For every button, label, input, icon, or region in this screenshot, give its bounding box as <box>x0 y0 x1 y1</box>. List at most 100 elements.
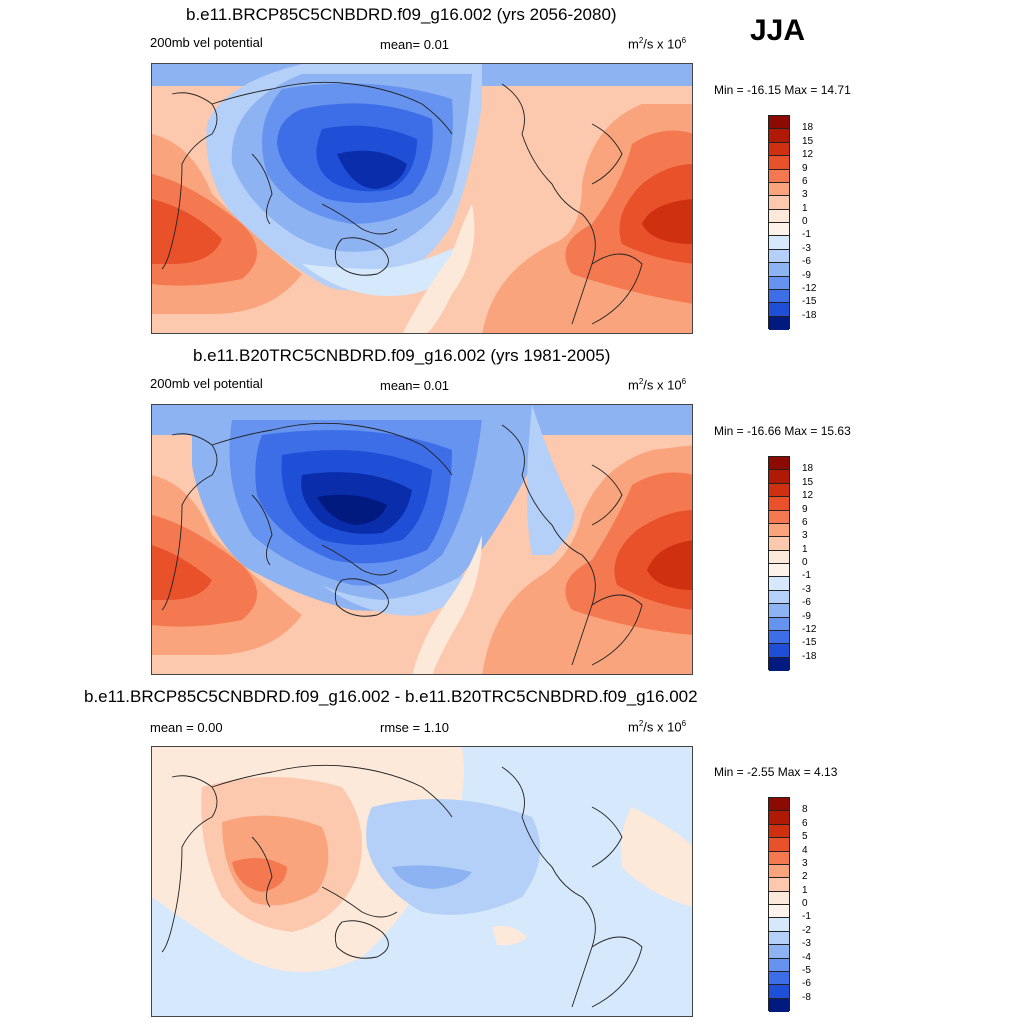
colorbar-tick-label: 3 <box>802 530 808 542</box>
panel-3-minmax-label: Min = -2.55 Max = 4.13 <box>714 765 838 779</box>
colorbar-swatch <box>769 878 789 892</box>
colorbar-tick-label: 1 <box>802 884 808 896</box>
colorbar-swatch <box>769 931 789 946</box>
colorbar-swatch <box>769 523 789 538</box>
panel-3-units-label: m2/s x 106 <box>628 719 687 735</box>
colorbar-tick-label: -6 <box>802 256 811 268</box>
colorbar-swatch <box>769 169 789 183</box>
colorbar-tick-label: 12 <box>802 149 814 161</box>
colorbar-swatch <box>769 577 789 591</box>
panel-2-mean-label: mean= 0.01 <box>380 378 450 393</box>
colorbar-swatch <box>769 457 789 471</box>
colorbar-tick-label: -1 <box>802 229 811 241</box>
colorbar-swatch <box>769 249 789 264</box>
colorbar-tick-label: 6 <box>802 516 808 528</box>
colorbar-tick-label: -15 <box>802 637 817 649</box>
colorbar-swatch <box>769 998 789 1012</box>
panel-1-variable-label: 200mb vel potential <box>150 35 263 50</box>
panel-3-title: b.e11.BRCP85C5CNBDRD.f09_g16.002 - b.e11… <box>84 687 698 706</box>
panel-3-rmse-label: rmse = 1.10 <box>380 720 450 735</box>
colorbar-swatch <box>769 510 789 524</box>
colorbar-tick-label: -2 <box>802 924 811 936</box>
colorbar-tick-label: -3 <box>802 938 811 950</box>
colorbar-swatch <box>769 142 789 157</box>
colorbar-tick-label: 1 <box>802 543 808 555</box>
season-label: JJA <box>750 14 806 47</box>
colorbar-swatch <box>769 303 789 317</box>
panel-2-title: b.e11.B20TRC5CNBDRD.f09_g16.002 (yrs 198… <box>193 346 611 365</box>
panel-2-map <box>151 404 693 675</box>
colorbar-tick-label: 9 <box>802 162 808 174</box>
colorbar-tick-label: 15 <box>802 476 814 488</box>
colorbar-swatch <box>769 209 789 223</box>
colorbar-swatch <box>769 617 789 631</box>
colorbar-swatch <box>769 497 789 511</box>
colorbar-tick-label: -9 <box>802 269 811 281</box>
colorbar-tick-label: -9 <box>802 610 811 622</box>
colorbar-swatch <box>769 470 789 484</box>
panel-1-colorbar <box>768 115 790 330</box>
colorbar-tick-label: -18 <box>802 309 817 321</box>
colorbar-swatch <box>769 905 789 919</box>
colorbar-tick-label: -1 <box>802 570 811 582</box>
colorbar-swatch <box>769 316 789 330</box>
panel-2-colorbar <box>768 456 790 671</box>
panel-1-mean-label: mean= 0.01 <box>380 37 450 52</box>
colorbar-tick-label: 0 <box>802 216 808 227</box>
colorbar-swatch <box>769 116 789 130</box>
colorbar-tick-label: -1 <box>802 911 811 923</box>
colorbar-tick-label: 8 <box>802 804 808 816</box>
colorbar-swatch <box>769 263 789 277</box>
colorbar-swatch <box>769 945 789 959</box>
colorbar-swatch <box>769 630 789 645</box>
colorbar-tick-label: 18 <box>802 463 814 475</box>
colorbar-tick-label: 1 <box>802 202 808 214</box>
colorbar-tick-label: -18 <box>802 650 817 662</box>
colorbar-swatch <box>769 985 789 999</box>
colorbar-swatch <box>769 918 789 932</box>
panel-3-map <box>151 746 693 1017</box>
colorbar-tick-label: -4 <box>802 951 811 963</box>
colorbar-tick-label: -5 <box>802 964 811 976</box>
colorbar-tick-label: 3 <box>802 189 808 201</box>
colorbar-tick-label: 5 <box>802 831 808 843</box>
panel-1-title: b.e11.BRCP85C5CNBDRD.f09_g16.002 (yrs 20… <box>186 5 617 24</box>
colorbar-tick-label: -8 <box>802 991 811 1003</box>
colorbar-swatch <box>769 289 789 304</box>
colorbar-swatch <box>769 657 789 671</box>
colorbar-swatch <box>769 811 789 825</box>
colorbar-tick-label: 12 <box>802 490 814 502</box>
colorbar-tick-label: -6 <box>802 978 811 990</box>
colorbar-tick-label: 9 <box>802 503 808 515</box>
colorbar-swatch <box>769 182 789 197</box>
panel-1-minmax-label: Min = -16.15 Max = 14.71 <box>714 83 851 97</box>
panel-2-variable-label: 200mb vel potential <box>150 376 263 391</box>
panel-1-units-label: m2/s x 106 <box>628 36 687 52</box>
colorbar-tick-label: 15 <box>802 135 814 147</box>
colorbar-swatch <box>769 156 789 170</box>
panel-3-mean-label: mean = 0.00 <box>150 720 223 735</box>
panel-3-colorbar <box>768 797 790 1012</box>
colorbar-tick-label: -15 <box>802 296 817 308</box>
colorbar-tick-label: 6 <box>802 817 808 829</box>
colorbar-swatch <box>769 564 789 578</box>
colorbar-tick-label: 6 <box>802 175 808 187</box>
panel-1-map <box>151 63 693 334</box>
colorbar-swatch <box>769 864 789 879</box>
colorbar-swatch <box>769 971 789 986</box>
colorbar-tick-label: 2 <box>802 871 808 883</box>
colorbar-tick-label: -6 <box>802 597 811 609</box>
colorbar-swatch <box>769 550 789 564</box>
colorbar-tick-label: 4 <box>802 844 808 856</box>
colorbar-swatch <box>769 223 789 237</box>
colorbar-swatch <box>769 276 789 290</box>
colorbar-tick-label: -3 <box>802 242 811 254</box>
colorbar-swatch <box>769 958 789 972</box>
colorbar-swatch <box>769 129 789 143</box>
panel-2-minmax-label: Min = -16.66 Max = 15.63 <box>714 424 851 438</box>
colorbar-swatch <box>769 851 789 865</box>
colorbar-tick-label: -12 <box>802 282 817 294</box>
colorbar-tick-label: 0 <box>802 898 808 909</box>
colorbar-swatch <box>769 236 789 250</box>
colorbar-swatch <box>769 604 789 618</box>
